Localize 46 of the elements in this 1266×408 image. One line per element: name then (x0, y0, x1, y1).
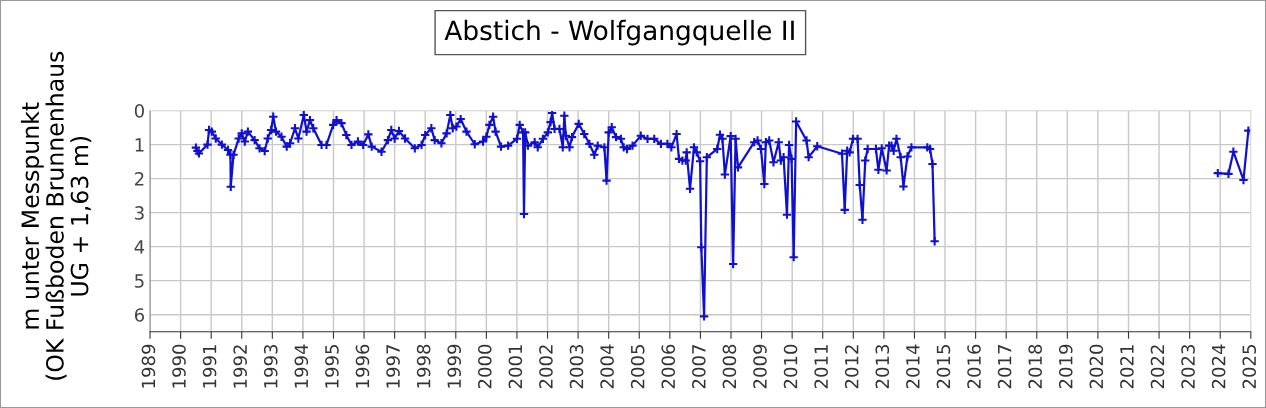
y-tick-label: 1 (135, 138, 144, 152)
x-tick-label: 2005 (630, 345, 645, 389)
x-tick-label: 2003 (569, 344, 584, 389)
x-tick-label: 1990 (172, 344, 186, 388)
x-tick-label: 1991 (202, 345, 217, 388)
x-tick-label: 2016 (967, 344, 981, 389)
x-tick-label: 2004 (600, 344, 614, 389)
x-tick-label: 1992 (233, 345, 247, 388)
x-tick-label: 2007 (692, 345, 706, 389)
chart-title: Abstich - Wolfgangquelle II (444, 19, 794, 46)
x-tick-label: 2014 (906, 344, 920, 389)
x-tick-label: 2002 (539, 345, 553, 389)
y-tick-label: 6 (134, 308, 145, 322)
x-tick-label: 2006 (661, 344, 676, 389)
y-tick-label: 2 (135, 172, 144, 186)
x-tick-label: 1997 (386, 345, 400, 388)
x-tick-label: 2001 (508, 345, 523, 389)
x-tick-label: 2018 (1028, 344, 1043, 389)
x-tick-label: 2025 (1242, 345, 1257, 389)
x-tick-label: 2008 (722, 344, 737, 389)
x-tick-label: 2017 (997, 345, 1012, 389)
x-tick-label: 1995 (325, 345, 339, 388)
y-tick-label: 5 (135, 274, 144, 288)
x-tick-label: 2021 (1120, 345, 1134, 389)
x-tick-label: 2023 (1181, 344, 1195, 389)
x-tick-label: 2011 (814, 345, 828, 389)
x-tick-label: 1994 (294, 344, 309, 388)
x-tick-label: 1999 (447, 344, 462, 388)
x-tick-label: 2020 (1089, 344, 1104, 389)
x-tick-label: 1989 (141, 344, 156, 388)
x-tick-label: 2000 (477, 344, 492, 389)
x-tick-label: 1996 (355, 344, 370, 388)
x-tick-label: 2010 (783, 344, 798, 389)
x-tick-label: 2009 (753, 344, 767, 389)
x-tick-label: 2013 (875, 344, 890, 389)
y-tick-label: 3 (135, 206, 144, 220)
x-tick-label: 2019 (1058, 344, 1073, 389)
y-tick-label: 4 (134, 240, 145, 254)
x-tick-label: 1998 (416, 344, 431, 388)
y-axis-title: m unter Messpunkt (OK Fußboden Brunnenhaus UG + 1,63 m) (20, 51, 92, 380)
x-tick-label: 2012 (844, 345, 859, 389)
x-tick-label: 1993 (263, 344, 278, 388)
x-tick-label: 2015 (936, 345, 951, 389)
y-tick-label: 0 (134, 104, 144, 118)
x-tick-label: 2022 (1150, 345, 1165, 389)
x-tick-label: 2024 (1211, 344, 1226, 389)
